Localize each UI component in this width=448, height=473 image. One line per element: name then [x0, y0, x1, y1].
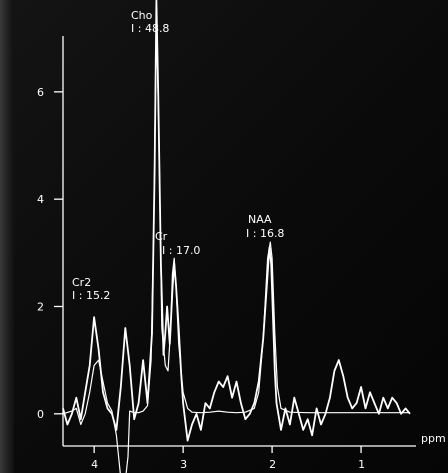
annotation-cr2: Cr2 I : 15.2 — [72, 276, 110, 302]
series-line-fit — [62, 10, 410, 473]
annotation-cho-value: I : 48.8 — [131, 22, 169, 35]
annotation-cr-name: Cr — [155, 230, 168, 243]
chart-axes — [62, 36, 416, 447]
y-tick-label: 4 — [37, 193, 44, 206]
annotation-naa-value: I : 16.8 — [246, 227, 284, 240]
y-tick-label: 6 — [37, 86, 44, 99]
monitor-bezel — [0, 0, 14, 473]
annotation-cr: Cr I : 17.0 — [155, 230, 200, 257]
x-tick-label: 2 — [269, 458, 276, 471]
x-tick-label: 1 — [358, 458, 365, 471]
x-tick-label: 3 — [180, 458, 187, 471]
y-ticks: 0 2 4 6 — [37, 86, 63, 421]
annotation-cr2-name: Cr2 — [72, 276, 91, 289]
y-tick-label: 0 — [37, 408, 44, 421]
annotation-cr2-value: I : 15.2 — [72, 289, 110, 302]
y-tick-label: 2 — [37, 300, 44, 313]
x-ticks: 4 3 2 1 — [91, 446, 365, 471]
x-tick-label: 4 — [91, 458, 98, 471]
annotation-naa-name: NAA — [248, 213, 272, 226]
series-layer — [62, 0, 411, 473]
annotation-cho: Cho I : 48.8 — [131, 9, 169, 35]
x-axis-label: ppm — [421, 432, 446, 445]
annotation-cho-name: Cho — [131, 9, 153, 22]
annotation-cr-value: I : 17.0 — [162, 244, 200, 257]
series-line-measured — [62, 0, 411, 442]
annotation-naa: NAA I : 16.8 — [246, 213, 284, 240]
